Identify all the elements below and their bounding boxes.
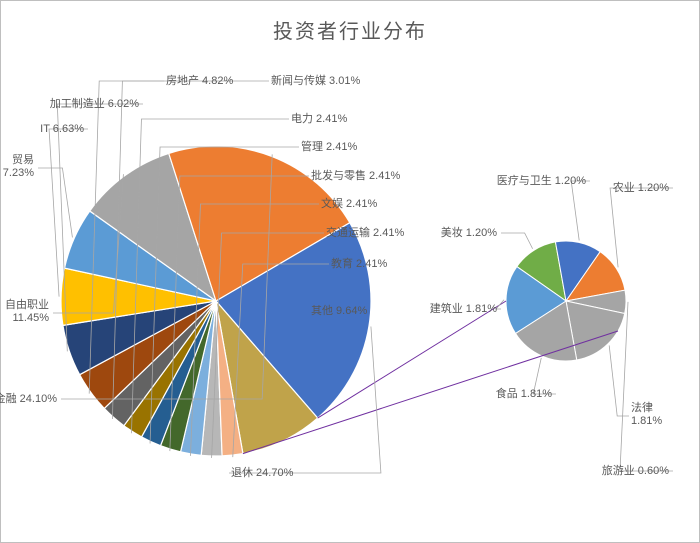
slice-label: 文娱 2.41%	[321, 198, 377, 211]
leader-line	[501, 233, 533, 249]
slice-label: 管理 2.41%	[301, 141, 357, 154]
slice-label: 其他 9.64%	[311, 305, 367, 318]
slice-label: 旅游业 0.60%	[602, 465, 669, 478]
slice-label: 农业 1.20%	[613, 182, 669, 195]
slice-label: 金融 24.10%	[0, 393, 57, 406]
slice-label: 食品 1.81%	[496, 388, 552, 401]
slice-label: 交通运输 2.41%	[326, 227, 404, 240]
leader-line	[609, 345, 629, 416]
slice-label: 法律1.81%	[631, 402, 662, 427]
slice-label: IT 6.63%	[40, 123, 84, 136]
chart-container: 投资者行业分布 交通运输 2.41%文娱 2.41%批发与零售 2.41%管理 …	[0, 0, 700, 543]
slice-label: 电力 2.41%	[291, 113, 347, 126]
slice-label: 教育 2.41%	[331, 258, 387, 271]
slice-label: 美妆 1.20%	[441, 227, 497, 240]
slice-label: 退休 24.70%	[231, 467, 293, 480]
leader-line	[571, 181, 590, 240]
slice-label: 新闻与传媒 3.01%	[271, 75, 360, 88]
slice-label: 自由职业11.45%	[5, 299, 49, 324]
leader-line	[610, 188, 673, 267]
slice-label: 加工制造业 6.02%	[50, 98, 139, 111]
slice-label: 贸易7.23%	[3, 154, 34, 179]
slice-label: 医疗与卫生 1.20%	[497, 175, 586, 188]
slice-label: 批发与零售 2.41%	[311, 170, 400, 183]
slice-label: 建筑业 1.81%	[430, 303, 497, 316]
slice-label: 房地产 4.82%	[166, 75, 233, 88]
leader-line	[620, 302, 673, 471]
leader-line	[496, 300, 504, 309]
